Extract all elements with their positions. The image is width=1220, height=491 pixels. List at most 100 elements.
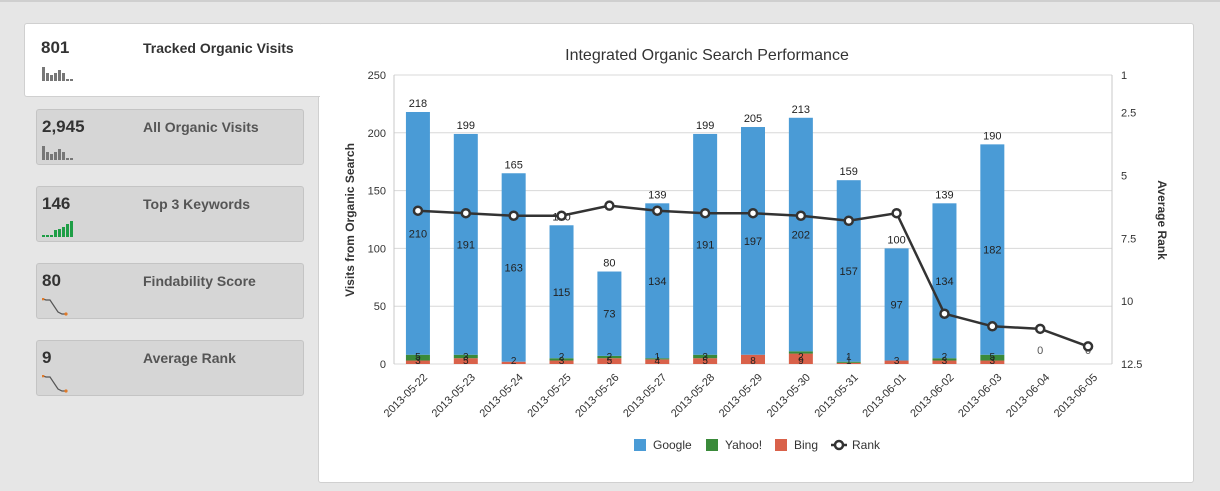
bar-yahoo xyxy=(405,354,430,361)
tile-value: 2,945 xyxy=(42,117,85,136)
x-tick-label: 2013-06-02 xyxy=(908,372,956,420)
rank-point xyxy=(604,200,615,211)
bar-bing xyxy=(405,360,430,364)
data-label-bing: 1 xyxy=(846,356,852,367)
data-label-yahoo: 3 xyxy=(702,352,708,363)
bar-yahoo xyxy=(980,354,1005,361)
data-label-yahoo: 5 xyxy=(415,352,421,363)
data-label-google: 115 xyxy=(553,287,571,299)
tile-tracked-organic-visits[interactable]: 801 Tracked Organic Visits xyxy=(24,23,320,97)
bar-yahoo xyxy=(932,358,957,361)
data-label-yahoo: 3 xyxy=(463,352,469,363)
bar-bing xyxy=(597,358,622,364)
data-label-google: 202 xyxy=(792,230,810,242)
tile-label: Findability Score xyxy=(143,273,256,289)
data-label-bing: 5 xyxy=(607,356,613,367)
data-label-google: 157 xyxy=(840,266,858,278)
bar-yahoo xyxy=(549,358,574,361)
bar-bing xyxy=(932,360,957,364)
bar-bing xyxy=(693,358,718,364)
data-label-google: 197 xyxy=(744,236,762,248)
data-label-total: 199 xyxy=(696,120,714,132)
tile-top-3-keywords[interactable]: 146 Top 3 Keywords xyxy=(36,186,304,242)
data-label-yahoo: 1 xyxy=(846,352,852,363)
data-label-google: 191 xyxy=(457,239,475,251)
x-tick-label: 2013-06-01 xyxy=(860,372,908,420)
data-label-yahoo: 2 xyxy=(942,352,948,363)
legend-swatch-rank-marker xyxy=(833,439,845,451)
tile-label: Average Rank xyxy=(143,350,236,366)
bar-google xyxy=(693,133,718,355)
legend-swatch-bing xyxy=(775,439,787,451)
data-label-bing: 3 xyxy=(559,356,565,367)
bar-bing xyxy=(980,360,1005,364)
data-label-total: 80 xyxy=(603,258,615,270)
bar-bing xyxy=(453,358,478,364)
tile-label: Tracked Organic Visits xyxy=(143,40,294,56)
tile-average-rank[interactable]: 9 Average Rank xyxy=(36,340,304,396)
bars-gray-icon xyxy=(42,67,73,81)
bar-google xyxy=(549,225,574,359)
tile-value: 146 xyxy=(42,194,71,213)
data-label-bing: 4 xyxy=(654,356,660,367)
y-axis-title: Visits from Organic Search xyxy=(343,143,357,297)
legend-label: Bing xyxy=(794,438,818,452)
rank-point xyxy=(795,210,807,221)
x-tick-label: 2013-06-05 xyxy=(1052,372,1100,420)
bars-gray-icon xyxy=(42,146,73,160)
top-border xyxy=(0,0,1220,2)
data-label-google: 210 xyxy=(409,228,427,240)
data-label-google: 182 xyxy=(983,245,1001,257)
y2-tick-label: 5 xyxy=(1121,171,1127,183)
data-label-total: 205 xyxy=(744,113,762,125)
legend-label: Google xyxy=(653,438,692,452)
y2-tick-label: 7.5 xyxy=(1121,233,1136,245)
bar-google xyxy=(788,117,813,352)
bar-google xyxy=(741,127,765,355)
x-tick-label: 2013-05-28 xyxy=(669,372,717,420)
tile-label: All Organic Visits xyxy=(143,119,259,135)
rank-point xyxy=(412,205,424,216)
x-tick-label: 2013-05-24 xyxy=(478,372,526,420)
data-label-google: 191 xyxy=(696,239,714,251)
bar-yahoo xyxy=(788,351,813,354)
rank-point xyxy=(891,207,902,219)
y2-tick-label: 12.5 xyxy=(1121,359,1142,371)
bar-bing xyxy=(836,362,861,364)
bar-google xyxy=(884,248,909,361)
bar-google xyxy=(932,203,957,359)
tile-findability-score[interactable]: 80 Findability Score xyxy=(36,263,304,319)
data-label-yahoo: 1 xyxy=(654,352,660,363)
data-label-bing: 5 xyxy=(463,356,469,367)
bar-yahoo xyxy=(453,354,478,359)
bar-yahoo xyxy=(645,358,670,360)
bar-google xyxy=(836,180,861,362)
rank-point xyxy=(508,210,519,221)
data-label-yahoo: 2 xyxy=(559,352,565,363)
x-tick-label: 2013-05-23 xyxy=(430,372,478,420)
bar-google xyxy=(501,173,526,362)
data-label-bing: 3 xyxy=(942,356,948,367)
x-tick-label: 2013-05-31 xyxy=(813,372,861,420)
bar-bing xyxy=(645,359,670,364)
data-label-total: 218 xyxy=(409,98,427,110)
data-label-total: 0 xyxy=(1037,345,1043,357)
y2-axis-title: Average Rank xyxy=(1155,180,1169,260)
data-label-google: 134 xyxy=(935,276,953,288)
bar-yahoo xyxy=(693,354,718,359)
data-label-google: 97 xyxy=(890,299,902,311)
y2-tick-label: 10 xyxy=(1121,296,1133,308)
bar-bing xyxy=(788,353,813,364)
data-label-yahoo: 2 xyxy=(798,352,804,363)
data-label-total: 139 xyxy=(648,189,666,201)
tile-value: 801 xyxy=(41,38,70,57)
y-tick-label: 150 xyxy=(368,186,386,198)
y2-tick-label: 2.5 xyxy=(1121,108,1136,120)
legend-swatch-google xyxy=(634,439,646,451)
tile-all-organic-visits[interactable]: 2,945 All Organic Visits xyxy=(36,109,304,165)
bar-google xyxy=(597,271,622,356)
data-label-google: 163 xyxy=(504,262,522,274)
rank-point xyxy=(987,321,998,332)
tile-value: 9 xyxy=(42,348,52,367)
bar-bing xyxy=(741,354,765,364)
